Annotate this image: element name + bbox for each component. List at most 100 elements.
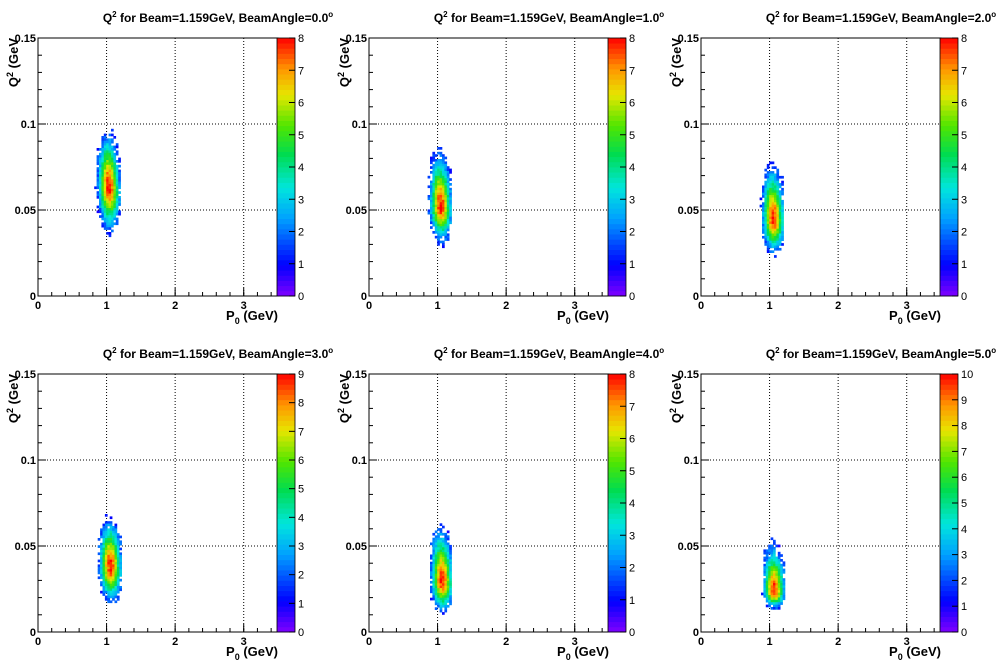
heatmap-cell xyxy=(446,197,450,201)
heatmap-cell xyxy=(781,238,784,241)
heatmap-cell xyxy=(432,564,436,567)
heatmap-cell xyxy=(778,243,782,246)
color-bar-band xyxy=(608,265,626,271)
x-axis-label: P0 (GeV) xyxy=(226,308,278,326)
heatmap-cell xyxy=(765,587,769,591)
color-bar-band xyxy=(608,399,626,406)
heatmap-cell xyxy=(112,550,115,553)
color-bar-band xyxy=(277,254,295,261)
heatmap-cell xyxy=(777,587,781,591)
heatmap-cell xyxy=(442,159,445,162)
heatmap-cell xyxy=(449,216,452,220)
heatmap-cell xyxy=(108,227,112,230)
heatmap-cell xyxy=(112,545,115,548)
heatmap-cell xyxy=(446,573,450,577)
heatmap-cell xyxy=(112,559,115,563)
color-bar-band xyxy=(608,84,626,90)
color-bar-band xyxy=(608,254,626,261)
color-bar-band xyxy=(940,48,958,54)
heatmap-cell xyxy=(766,243,770,246)
heatmap-cell xyxy=(108,138,112,142)
heatmap-cell xyxy=(771,238,775,241)
color-bar-band xyxy=(940,115,958,121)
color-bar-tick-label: 6 xyxy=(629,98,635,110)
heatmap-cell xyxy=(442,156,445,160)
heatmap-cell xyxy=(442,592,445,596)
color-bar-tick-label: 3 xyxy=(298,194,304,206)
color-bar-band xyxy=(277,399,295,406)
heatmap-cell xyxy=(109,595,113,599)
heatmap-cell xyxy=(432,211,436,215)
heatmap-cell xyxy=(764,238,768,241)
heatmap-cell xyxy=(449,178,452,181)
heatmap-cell xyxy=(449,571,452,574)
color-bar-band xyxy=(277,115,295,121)
heatmap-cell xyxy=(115,208,119,211)
heatmap-cell xyxy=(444,604,448,608)
heatmap-cell xyxy=(766,238,770,241)
heatmap-cell xyxy=(773,599,776,603)
x-axis-label: P0 (GeV) xyxy=(226,644,278,662)
heatmap-cell xyxy=(437,537,440,541)
color-bar-band xyxy=(277,275,295,281)
heatmap-cell xyxy=(104,598,108,601)
color-bar-tick-label: 0 xyxy=(298,291,304,303)
heatmap-cell xyxy=(774,235,777,239)
heatmap-cell xyxy=(771,207,775,210)
heatmap-cell xyxy=(765,554,769,557)
color-bar-band xyxy=(608,223,626,230)
heatmap-cell xyxy=(444,221,448,225)
heatmap-cell xyxy=(771,228,775,232)
heatmap-cell xyxy=(766,211,770,215)
heatmap-cell xyxy=(449,211,452,215)
heatmap-cell xyxy=(446,576,450,579)
heatmap-cell xyxy=(442,542,445,546)
heatmap-cell xyxy=(773,604,776,608)
heatmap-cell xyxy=(113,186,117,190)
chart-panel-6: Q2 for Beam=1.159GeV, BeamAngle=5.0o0 1 2 3… xyxy=(668,346,996,662)
heatmap-cell xyxy=(444,204,448,208)
heatmap-cell xyxy=(764,192,768,196)
heatmap-cell xyxy=(442,537,445,541)
heatmap-cell xyxy=(444,211,448,215)
heatmap-cell xyxy=(432,568,436,572)
color-bar-tick-label: 4 xyxy=(298,162,304,174)
heatmap-cell xyxy=(763,571,767,574)
heatmap-cell xyxy=(111,172,114,175)
heatmap-cell xyxy=(434,231,438,234)
heatmap-cell xyxy=(773,554,776,557)
color-bar-band xyxy=(277,420,295,426)
heatmap-cell xyxy=(437,228,440,232)
heatmap-cell xyxy=(114,583,118,587)
heatmap-cell xyxy=(770,595,774,598)
heatmap-cell xyxy=(100,576,103,580)
heatmap-cell xyxy=(444,600,448,603)
heatmap-cell xyxy=(115,205,119,209)
heatmap-cell xyxy=(762,223,765,227)
heatmap-cell xyxy=(97,564,101,568)
heatmap-cell xyxy=(116,590,120,594)
heatmap-cell xyxy=(103,138,107,142)
heatmap-cell xyxy=(774,255,777,258)
heatmap-cell xyxy=(777,580,781,584)
heatmap-cell xyxy=(446,537,450,541)
heatmap-cell xyxy=(766,240,770,244)
color-bar-band xyxy=(608,626,626,633)
heatmap-cell xyxy=(764,228,768,232)
heatmap-cell xyxy=(439,183,443,186)
heatmap-cell xyxy=(111,184,114,187)
heatmap-cell xyxy=(97,559,101,563)
heatmap-cell xyxy=(115,169,119,173)
heatmap-cell xyxy=(763,590,767,593)
color-bar-tick-label: 2 xyxy=(961,575,967,587)
heatmap-cell xyxy=(770,551,774,555)
heatmap-cell xyxy=(770,568,774,572)
color-bar-tick-label: 4 xyxy=(629,162,635,174)
color-bar-band xyxy=(940,446,958,452)
y-tick-label: 0.15 xyxy=(678,33,699,45)
heatmap-cell xyxy=(769,187,772,191)
heatmap-cell xyxy=(778,247,782,251)
heatmap-cell xyxy=(104,588,108,592)
color-bar-band xyxy=(940,461,958,468)
color-bar-band xyxy=(608,523,626,530)
